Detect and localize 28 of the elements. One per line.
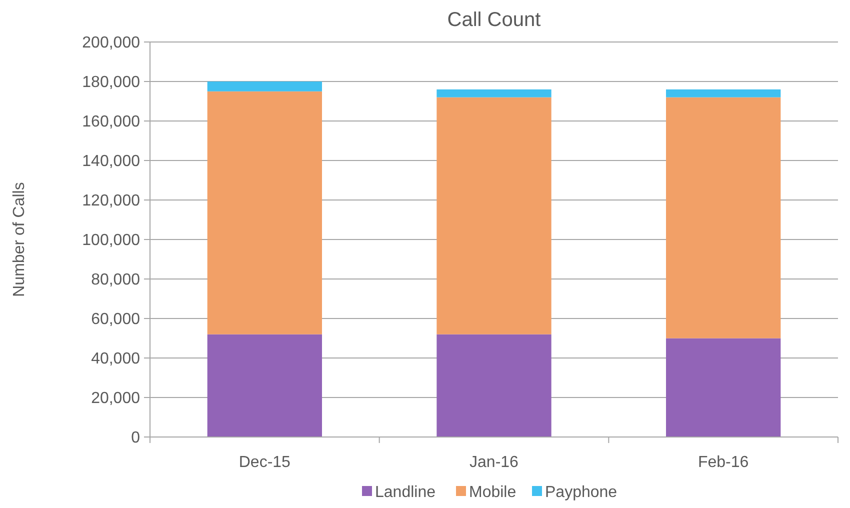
- bar: [207, 91, 322, 334]
- y-tick-label: 80,000: [91, 272, 140, 289]
- bar: [436, 97, 552, 334]
- bar: [207, 82, 322, 92]
- bar: [207, 334, 322, 437]
- x-tick-label: Jan-16: [470, 454, 519, 471]
- y-tick-label: 180,000: [82, 74, 140, 92]
- x-tick-label: Feb-16: [698, 454, 749, 471]
- y-tick-label: 20,000: [91, 390, 140, 408]
- y-tick-label: 40,000: [91, 350, 140, 368]
- legend-label: Landline: [375, 484, 436, 501]
- bar: [666, 97, 781, 338]
- y-tick-label: 120,000: [82, 192, 140, 210]
- bar: [666, 89, 781, 98]
- y-tick-label: 0: [131, 430, 140, 447]
- y-axis-title: Number of Calls: [11, 182, 28, 297]
- y-tick-label: 160,000: [82, 114, 140, 131]
- bar: [666, 338, 781, 437]
- y-tick-label: 100,000: [82, 232, 140, 250]
- legend-label: Mobile: [469, 484, 516, 501]
- y-tick-label: 60,000: [91, 311, 140, 328]
- chart-title: Call Count: [447, 9, 542, 31]
- bar: [436, 89, 552, 98]
- y-tick-label: 140,000: [82, 153, 140, 170]
- y-tick-label: 200,000: [82, 34, 140, 52]
- bar: [436, 334, 552, 437]
- legend-label: Payphone: [545, 484, 618, 501]
- x-tick-label: Dec-15: [238, 454, 291, 471]
